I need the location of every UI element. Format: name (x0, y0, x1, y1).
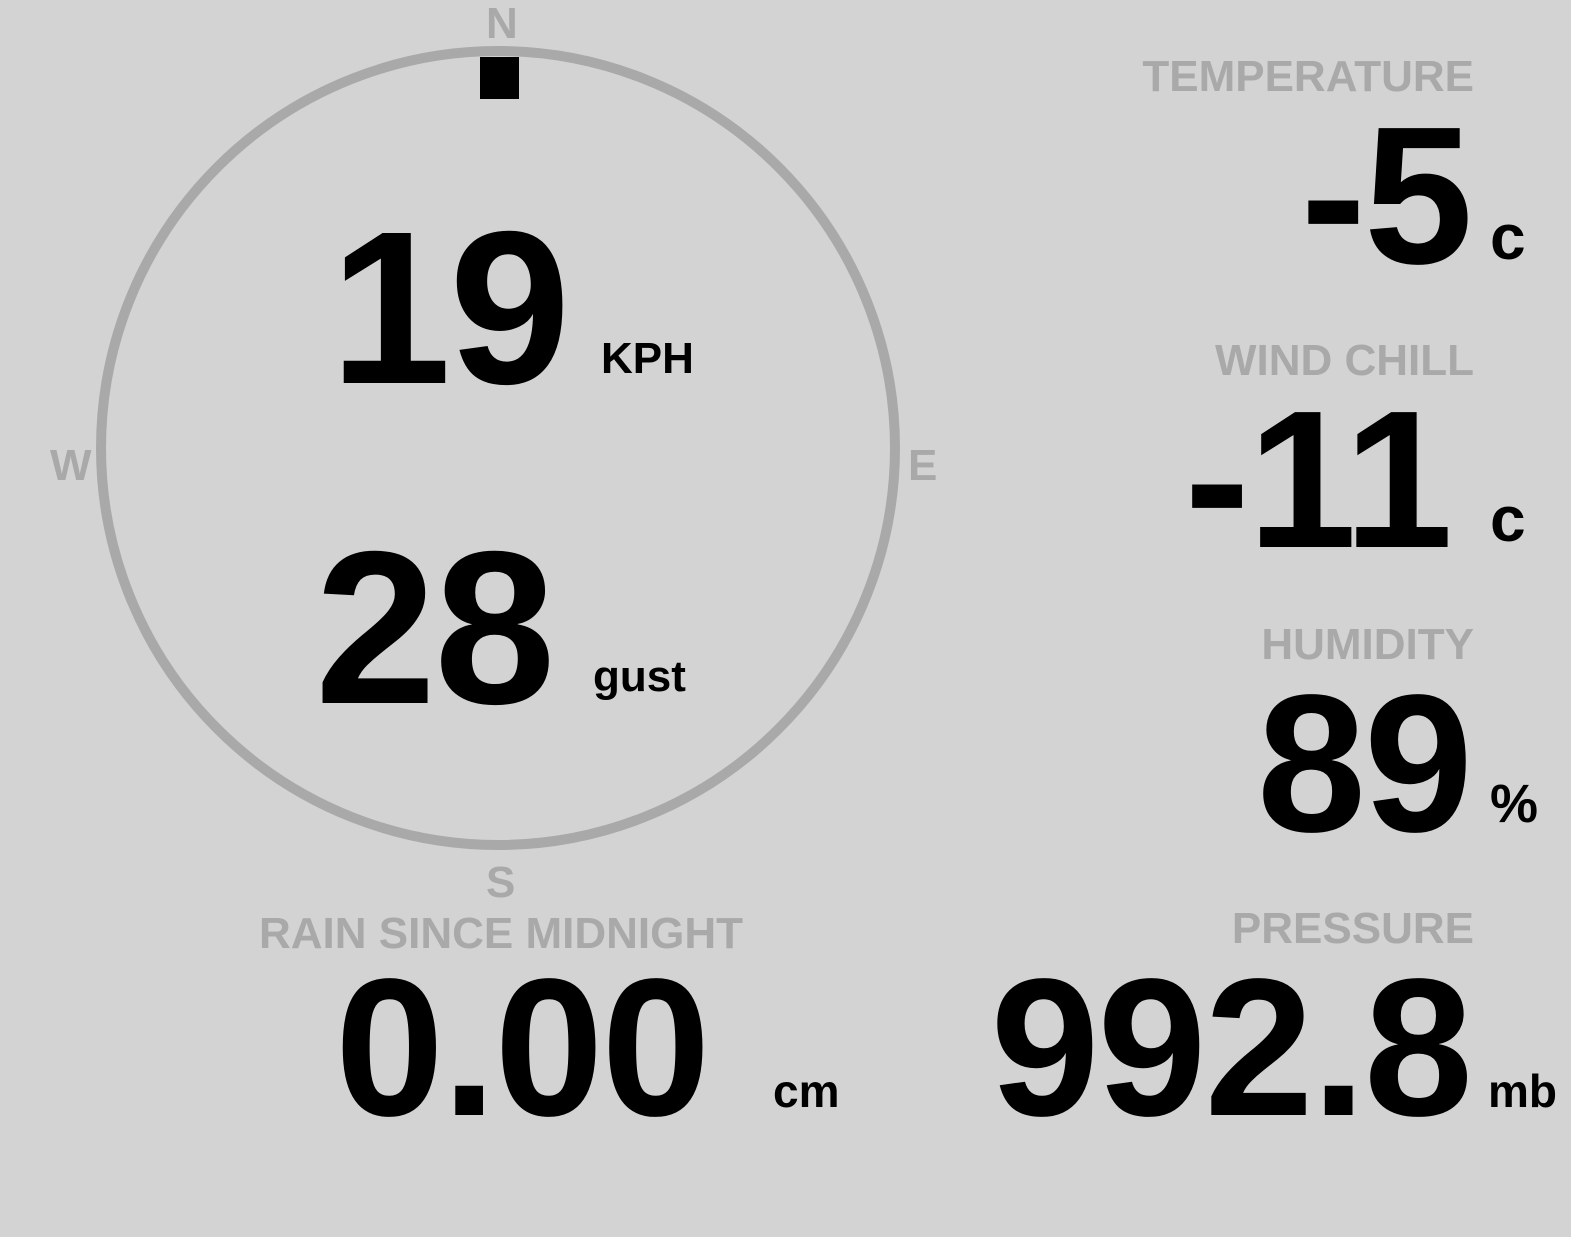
compass-ticks (197, 177, 799, 719)
wind-chill-label: WIND CHILL (1214, 336, 1474, 385)
humidity-value: 89 (1256, 654, 1473, 873)
compass-south-label: S (486, 858, 516, 907)
wind-gust-label: gust (593, 652, 686, 701)
compass-west-label: W (50, 441, 92, 490)
pressure-value: 992.8 (990, 938, 1473, 1157)
humidity-unit: % (1490, 774, 1539, 834)
pressure-unit: mb (1488, 1065, 1557, 1117)
compass-ring (96, 46, 900, 850)
rain-value: 0.00 (335, 938, 710, 1157)
temperature-unit: c (1490, 201, 1526, 273)
wind-chill-value: -11 (1184, 370, 1453, 589)
rain-label: RAIN SINCE MIDNIGHT (259, 909, 743, 958)
rain-unit: cm (773, 1065, 840, 1117)
temperature-value: -5 (1300, 86, 1473, 305)
pressure-label: PRESSURE (1231, 904, 1474, 953)
compass-north-label: N (486, 0, 518, 48)
temperature-label: TEMPERATURE (1142, 52, 1474, 101)
compass-east-label: E (908, 441, 938, 490)
wind-speed-value: 19 (330, 187, 570, 430)
wind-direction-needle (480, 57, 519, 99)
wind-gust-value: 28 (315, 507, 555, 750)
humidity-label: HUMIDITY (1261, 620, 1474, 669)
wind-speed-unit: KPH (601, 334, 694, 383)
wind-chill-unit: c (1490, 483, 1526, 555)
